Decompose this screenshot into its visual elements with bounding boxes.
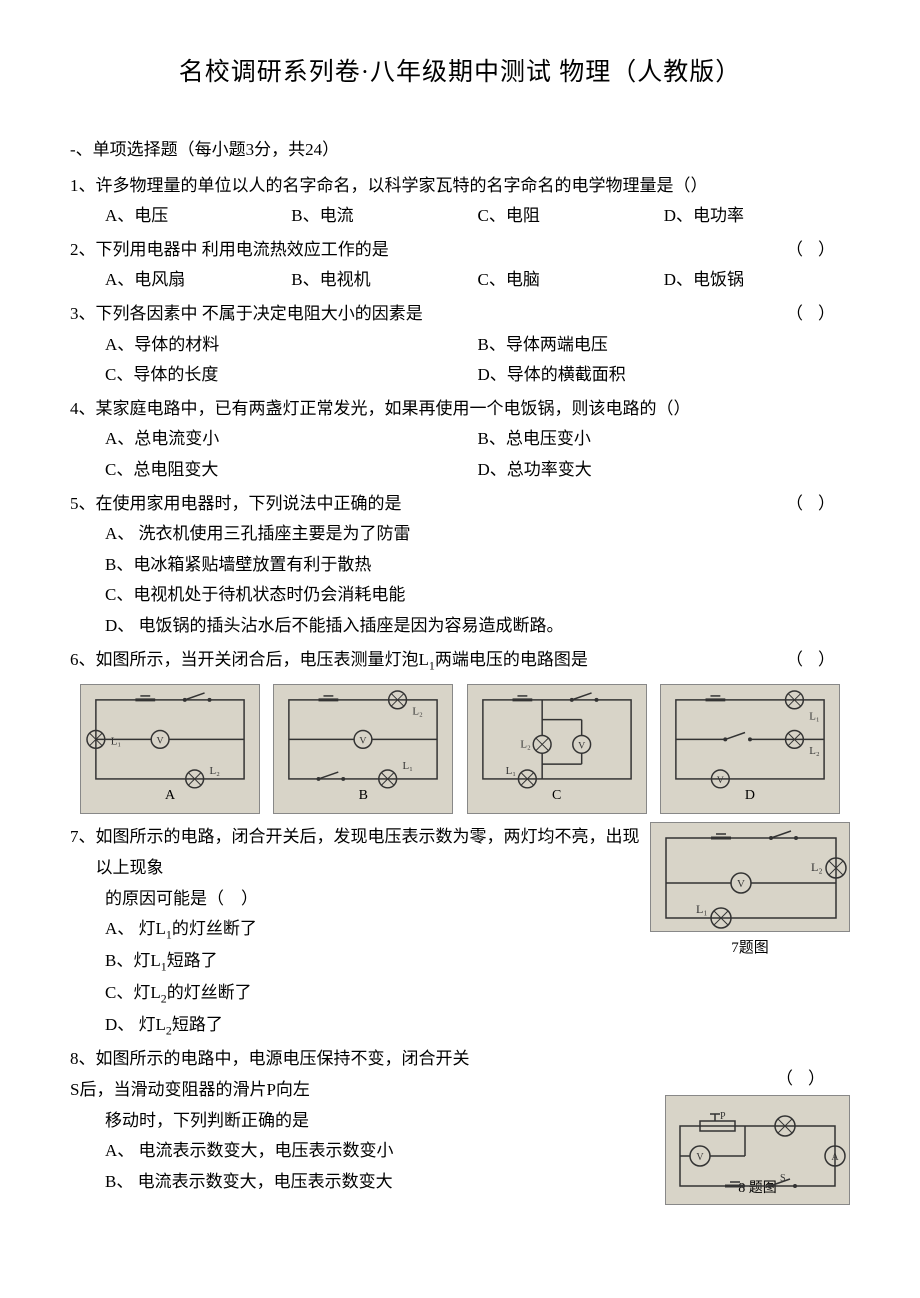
q3-opt-c: C、导体的长度 [105, 360, 478, 391]
q4-opt-c: C、总电阻变大 [105, 455, 478, 486]
question-7: 7、 如图所示的电路，闭合开关后，发现电压表示数为零，两灯均不亮，出现以上现象 … [70, 822, 850, 1041]
question-2: 2、 下列用电器中 利用电流热效应工作的是 （） A、电风扇 B、电视机 C、电… [70, 235, 850, 296]
q1-opt-c: C、电阻 [478, 201, 664, 232]
question-4: 4、 某家庭电路中，已有两盏灯正常发光，如果再使用一个电饭锅，则该电路的（） A… [70, 394, 850, 486]
question-3: 3、 下列各因素中 不属于决定电阻大小的因素是 （） A、导体的材料 B、导体两… [70, 299, 850, 391]
svg-text:L₁: L₁ [809, 711, 820, 723]
q2-opt-c: C、电脑 [478, 265, 664, 296]
q6-num: 6、 [70, 645, 96, 676]
q5-paren: （） [786, 489, 850, 520]
q5-opt-c: C、电视机处于待机状态时仍会消耗电能 [105, 580, 850, 611]
svg-text:V: V [696, 1152, 704, 1163]
q7-caption: 7题图 [650, 935, 850, 962]
svg-text:V: V [717, 775, 725, 786]
q8-circuit-image: P V A S 8 [665, 1095, 850, 1205]
q4-opt-d: D、总功率变大 [478, 455, 851, 486]
q7-circuit-image: L₂ V L₁ [650, 822, 850, 932]
svg-text:L₁: L₁ [111, 736, 122, 748]
circuit-b-svg: L₂ V L₁ [279, 690, 447, 789]
q7-text2: 的原因可能是（ ） [105, 889, 258, 908]
q5-opt-b: B、电冰箱紧贴墙壁放置有利于散热 [105, 550, 850, 581]
q7-opt-b: B、灯L1短路了 [105, 946, 640, 978]
q8-opt-b: B、 电流表示数变大，电压表示数变大 [105, 1167, 655, 1198]
q2-opt-a: A、电风扇 [105, 265, 291, 296]
q6-paren: （） [786, 645, 850, 676]
svg-text:L₂: L₂ [520, 739, 531, 751]
q7-num: 7、 [70, 822, 96, 853]
q7-opt-c: C、灯L2的灯丝断了 [105, 978, 640, 1010]
svg-text:V: V [360, 736, 368, 747]
svg-text:S: S [780, 1173, 786, 1184]
q1-num: 1、 [70, 171, 96, 202]
q2-text: 下列用电器中 利用电流热效应工作的是 [96, 240, 389, 259]
q2-num: 2、 [70, 235, 96, 266]
q1-opt-b: B、电流 [291, 201, 477, 232]
circuit-b: L₂ V L₁ B [273, 684, 453, 814]
q8-text3: 移动时，下列判断正确的是 [105, 1111, 309, 1130]
svg-text:L₂: L₂ [413, 706, 424, 718]
circuit-a: L₁ V L₂ A [80, 684, 260, 814]
q6-text: 如图所示，当开关闭合后，电压表测量灯泡L1两端电压的电路图是 [96, 650, 588, 669]
q3-opt-d: D、导体的横截面积 [478, 360, 851, 391]
q1-opt-d: D、电功率 [664, 201, 850, 232]
q4-text: 某家庭电路中，已有两盏灯正常发光，如果再使用一个电饭锅，则该电路的（） [96, 394, 851, 425]
q2-opt-b: B、电视机 [291, 265, 477, 296]
q2-paren: （） [786, 235, 850, 266]
q7-text: 如图所示的电路，闭合开关后，发现电压表示数为零，两灯均不亮，出现以上现象 [96, 822, 641, 883]
q1-opt-a: A、电压 [105, 201, 291, 232]
circuit-c: L₂ V L₁ C [467, 684, 647, 814]
circuit-d-svg: L₁ L₂ V [666, 690, 834, 789]
q3-paren: （） [786, 299, 850, 330]
q2-opt-d: D、电饭锅 [664, 265, 850, 296]
q5-opt-d: D、 电饭锅的插头沾水后不能插入插座是因为容易造成断路。 [105, 611, 850, 642]
q4-num: 4、 [70, 394, 96, 425]
svg-text:A: A [831, 1152, 839, 1163]
svg-text:V: V [578, 741, 586, 752]
svg-text:L₁: L₁ [696, 902, 708, 916]
q5-opt-a: A、 洗衣机使用三孔插座主要是为了防雷 [105, 519, 850, 550]
circuit-diagrams: L₁ V L₂ A L₂ V [70, 684, 850, 814]
svg-text:L₁: L₁ [505, 765, 516, 777]
question-8: 8、如图所示的电路中，电源电压保持不变，闭合开关 S后，当滑动变阻器的滑片P向左… [70, 1044, 850, 1205]
q8-num: 8、 [70, 1049, 96, 1068]
q3-opt-a: A、导体的材料 [105, 330, 478, 361]
q8-text2: S后，当滑动变阻器的滑片P向左 [70, 1075, 310, 1106]
page-title: 名校调研系列卷·八年级期中测试 物理（人教版） [70, 50, 850, 95]
question-6: 6、 如图所示，当开关闭合后，电压表测量灯泡L1两端电压的电路图是 （） L₁ … [70, 645, 850, 815]
svg-text:V: V [737, 878, 745, 890]
section-header: -、单项选择题（每小题3分，共24） [70, 135, 850, 166]
q8-paren: （） [776, 1069, 840, 1088]
svg-text:L₂: L₂ [811, 860, 823, 874]
svg-text:L₁: L₁ [403, 760, 414, 772]
q5-num: 5、 [70, 489, 96, 520]
svg-text:P: P [720, 1111, 726, 1122]
q4-opt-a: A、总电流变小 [105, 424, 478, 455]
q7-opt-a: A、 灯L1的灯丝断了 [105, 914, 640, 946]
q8-opt-a: A、 电流表示数变大，电压表示数变小 [105, 1136, 655, 1167]
svg-text:L₂: L₂ [210, 765, 221, 777]
q3-num: 3、 [70, 299, 96, 330]
svg-text:V: V [157, 736, 165, 747]
circuit-c-svg: L₂ V L₁ [473, 690, 641, 789]
q5-text: 在使用家用电器时，下列说法中正确的是 [96, 494, 402, 513]
question-5: 5、 在使用家用电器时，下列说法中正确的是 （） A、 洗衣机使用三孔插座主要是… [70, 489, 850, 642]
q3-opt-b: B、导体两端电压 [478, 330, 851, 361]
q7-opt-d: D、 灯L2短路了 [105, 1010, 640, 1042]
question-1: 1、 许多物理量的单位以人的名字命名，以科学家瓦特的名字命名的电学物理量是（） … [70, 171, 850, 232]
q3-text: 下列各因素中 不属于决定电阻大小的因素是 [96, 304, 423, 323]
circuit-d: L₁ L₂ V D [660, 684, 840, 814]
q4-opt-b: B、总电压变小 [478, 424, 851, 455]
q1-text: 许多物理量的单位以人的名字命名，以科学家瓦特的名字命名的电学物理量是（） [96, 171, 851, 202]
svg-text:L₂: L₂ [809, 746, 820, 758]
q8-text: 如图所示的电路中，电源电压保持不变，闭合开关 [96, 1049, 470, 1068]
circuit-a-svg: L₁ V L₂ [86, 690, 254, 789]
